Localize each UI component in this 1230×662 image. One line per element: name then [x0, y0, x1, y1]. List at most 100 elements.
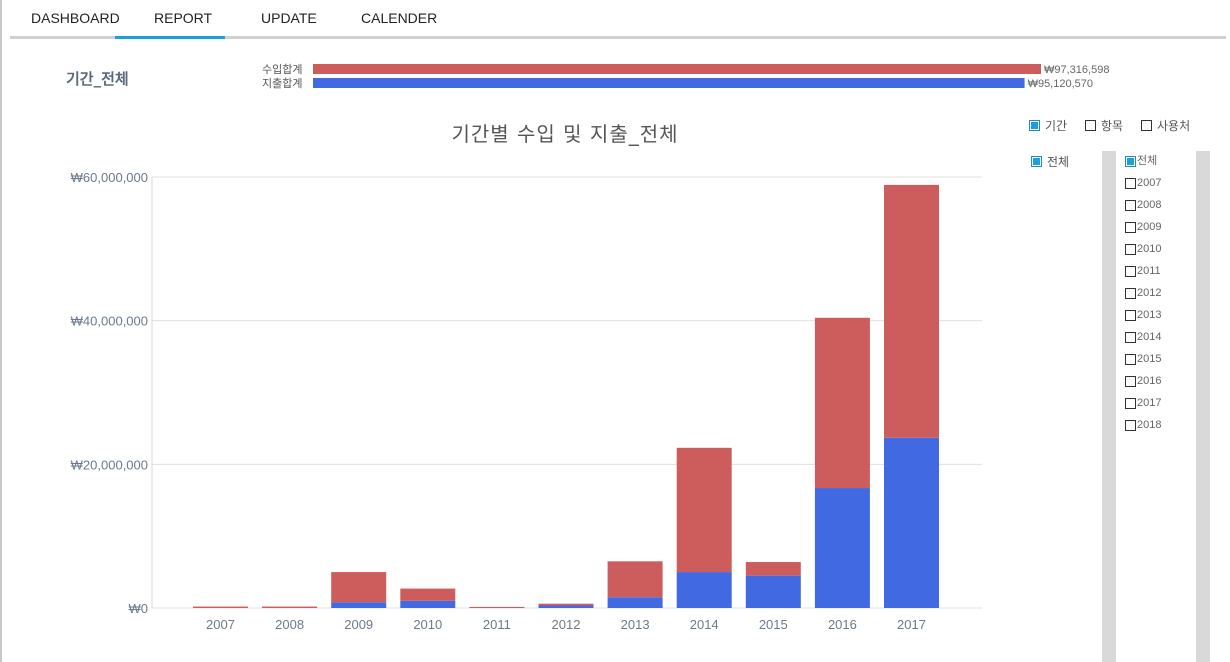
checkbox[interactable] [1125, 398, 1136, 409]
bar-income [884, 184, 939, 438]
checkbox-label: 2007 [1137, 177, 1162, 189]
tab-update[interactable]: UPDATE [261, 10, 317, 26]
year-filter-item[interactable]: 2007 [1125, 177, 1161, 190]
checkbox[interactable] [1125, 156, 1136, 167]
x-tick-label: 2013 [621, 617, 650, 632]
checkbox-label: 항목 [1101, 118, 1124, 133]
bar-income [469, 606, 525, 608]
expense-total-bar [313, 78, 1025, 88]
x-tick-label: 2017 [897, 617, 926, 632]
checkbox-label: 2008 [1137, 199, 1162, 211]
checkbox-label: 전체 [1047, 154, 1070, 169]
checkbox[interactable] [1029, 120, 1040, 131]
bar-expense [814, 488, 870, 608]
view-option-3[interactable]: 사용처 [1141, 118, 1190, 133]
income-total-label: 수입합계 [262, 63, 303, 76]
x-tick-label: 2016 [828, 617, 857, 632]
year-filter-item[interactable]: 2008 [1125, 199, 1161, 212]
checkbox[interactable] [1125, 200, 1136, 211]
x-tick-label: 2015 [759, 617, 788, 632]
checkbox-label: 2010 [1137, 243, 1162, 255]
year-filter-item[interactable]: 2012 [1125, 287, 1161, 300]
bar-expense [331, 602, 387, 608]
x-tick-label: 2010 [413, 617, 442, 632]
year-filter-item[interactable]: 2011 [1125, 265, 1161, 278]
checkbox-label: 전체 [1137, 155, 1158, 167]
y-tick-label: ₩20,000,000 [71, 457, 148, 472]
y-tick-label: ₩40,000,000 [71, 314, 148, 329]
checkbox[interactable] [1141, 120, 1152, 131]
checkbox[interactable] [1125, 222, 1136, 233]
checkbox[interactable] [1125, 376, 1136, 387]
checkbox[interactable] [1125, 288, 1136, 299]
checkbox[interactable] [1085, 120, 1096, 131]
checkbox-label: 2011 [1137, 265, 1161, 277]
year-filter-item[interactable]: 2018 [1125, 419, 1161, 432]
checkbox-label: 2009 [1137, 221, 1162, 233]
year-filter-item[interactable]: 2016 [1125, 375, 1161, 388]
checkbox[interactable] [1125, 332, 1136, 343]
x-tick-label: 2009 [344, 617, 373, 632]
bar-expense [607, 597, 663, 608]
checkbox-label: 2015 [1137, 353, 1162, 365]
checkbox-label: 기간 [1045, 118, 1068, 133]
x-tick-label: 2012 [552, 617, 581, 632]
y-tick-label: ₩60,000,000 [71, 170, 148, 185]
window-left-border [0, 0, 2, 662]
x-tick-label: 2008 [275, 617, 304, 632]
chart-title: 기간별 수입 및 지출_전체 [451, 122, 679, 146]
checkbox[interactable] [1125, 244, 1136, 255]
bar-income [607, 561, 663, 598]
bar-expense [745, 575, 801, 608]
bar-income [814, 317, 870, 489]
checkbox-label: 2016 [1137, 375, 1162, 387]
x-tick-label: 2011 [483, 617, 511, 632]
checkbox[interactable] [1125, 266, 1136, 277]
y-tick-label: ₩0 [129, 601, 149, 616]
bar-income [331, 572, 387, 603]
expense-total-value: ₩95,120,570 [1027, 78, 1093, 90]
view-option-2[interactable]: 항목 [1085, 118, 1123, 133]
x-tick-label: 2007 [206, 617, 235, 632]
left-list-scrollbar[interactable] [1102, 151, 1116, 662]
bar-expense [676, 572, 732, 608]
tab-report-label: REPORT [154, 10, 213, 26]
bar-income [745, 562, 801, 576]
period-label: 기간_전체 [66, 70, 129, 88]
tab-report[interactable]: REPORT [115, 0, 225, 39]
checkbox-label: 2018 [1137, 419, 1162, 431]
checkbox-label: 2014 [1137, 331, 1162, 343]
checkbox[interactable] [1125, 354, 1136, 365]
bar-income [538, 603, 594, 606]
bar-income [676, 447, 732, 573]
bar-income [262, 606, 318, 608]
year-filter-item[interactable]: 2010 [1125, 243, 1161, 256]
view-option-1[interactable]: 기간 [1029, 118, 1067, 133]
income-total-value: ₩97,316,598 [1044, 64, 1110, 76]
checkbox-label: 2017 [1137, 397, 1162, 409]
income-total-bar [313, 64, 1041, 74]
tab-calender[interactable]: CALENDER [361, 10, 438, 26]
checkbox[interactable] [1031, 156, 1042, 167]
bar-income [193, 606, 248, 608]
bar-expense [400, 600, 456, 608]
checkbox[interactable] [1125, 178, 1136, 189]
checkbox-label: 2013 [1137, 309, 1162, 321]
checkbox-label: 2012 [1137, 287, 1162, 299]
tab-dashboard[interactable]: DASHBOARD [31, 10, 120, 26]
year-filter-item[interactable]: 2009 [1125, 221, 1161, 234]
bar-income [400, 588, 456, 601]
year-filter-item[interactable]: 2017 [1125, 397, 1161, 410]
left-filter-item[interactable]: 전체 [1031, 154, 1069, 169]
year-filter-item[interactable]: 2014 [1125, 331, 1161, 344]
checkbox[interactable] [1125, 420, 1136, 431]
checkbox-label: 사용처 [1157, 118, 1191, 133]
year-filter-item[interactable]: 2015 [1125, 353, 1161, 366]
year-filter-item[interactable]: 2013 [1125, 309, 1161, 322]
expense-total-label: 지출합계 [262, 77, 303, 90]
checkbox[interactable] [1125, 310, 1136, 321]
x-tick-label: 2014 [690, 617, 719, 632]
year-list-scrollbar[interactable] [1196, 151, 1210, 662]
year-filter-item[interactable]: 전체 [1125, 155, 1157, 168]
